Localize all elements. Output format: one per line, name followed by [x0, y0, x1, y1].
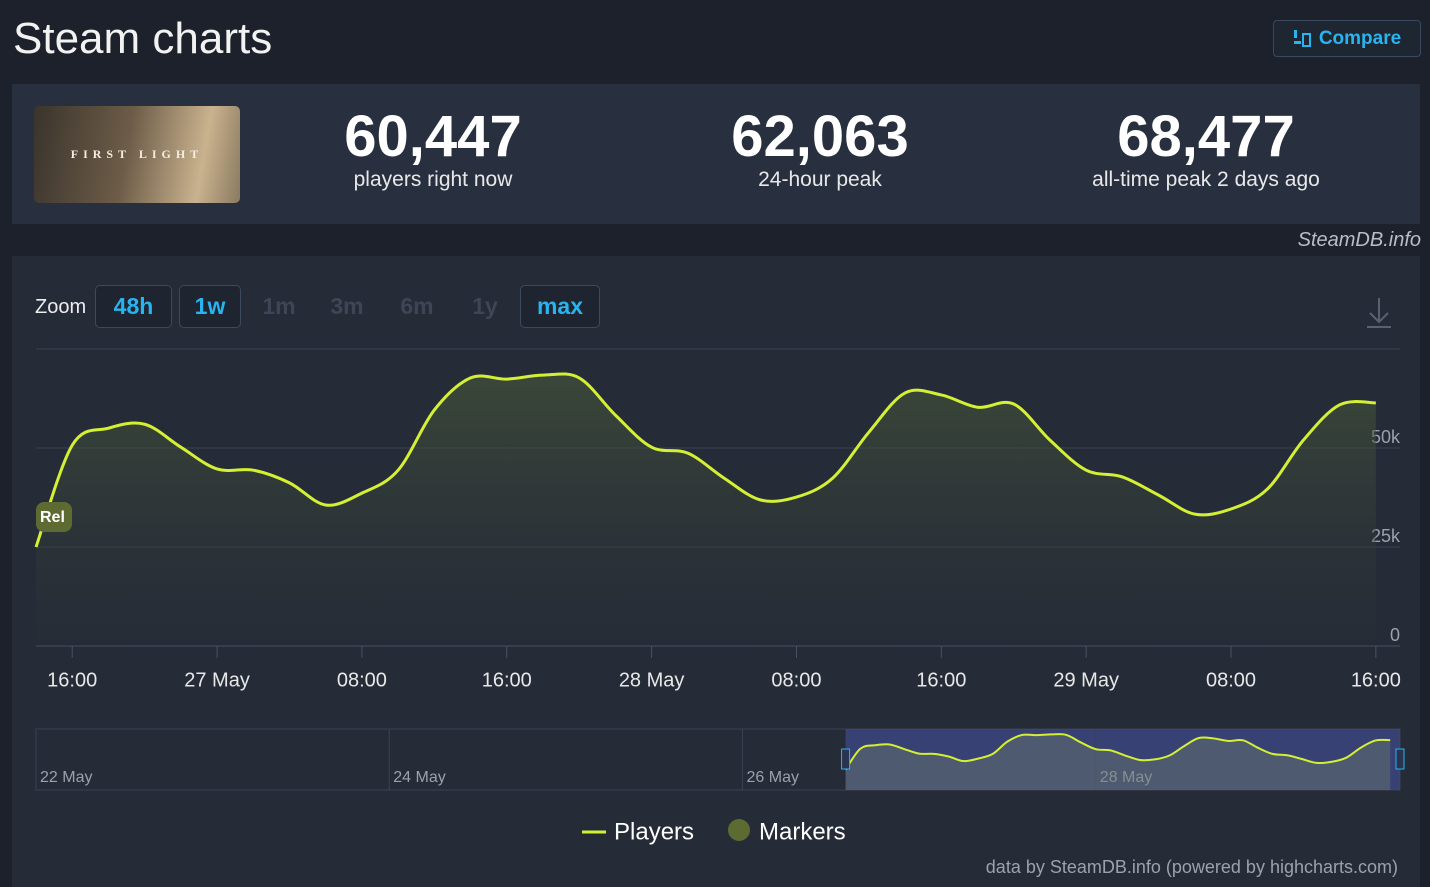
- stat-label: all-time peak 2 days ago: [1092, 168, 1320, 191]
- navigator-label: 28 May: [1100, 769, 1152, 786]
- zoom-button: 3m: [330, 293, 364, 319]
- stat-label: 24-hour peak: [758, 168, 882, 191]
- y-tick-label: 25k: [1371, 526, 1401, 546]
- x-tick-label: 16:00: [916, 669, 966, 691]
- page-title: Steam charts: [13, 14, 273, 63]
- legend-label: Players: [614, 818, 694, 845]
- compare-icon: [1293, 29, 1311, 47]
- navigator-label: 22 May: [40, 769, 92, 786]
- series-line: [34, 372, 1376, 548]
- game-image: FIRST LIGHT: [34, 106, 240, 203]
- zoom-button: 1m: [262, 293, 296, 319]
- navigator-window: [845, 729, 1400, 790]
- x-tick-label: 08:00: [337, 669, 387, 691]
- stat-value: 68,477: [1117, 104, 1295, 169]
- x-tick-label: 16:00: [1351, 669, 1401, 691]
- legend-label: Markers: [759, 818, 846, 845]
- x-tick-label: 16:00: [47, 669, 97, 691]
- stat: 68,477 all-time peak 2 days ago: [1026, 106, 1386, 192]
- download-icon[interactable]: [1367, 298, 1391, 328]
- x-tick-label: 08:00: [1206, 669, 1256, 691]
- zoom-button[interactable]: 1w: [179, 285, 241, 328]
- navigator-label: 26 May: [747, 769, 799, 786]
- annotation-label: Rel: [40, 509, 65, 526]
- y-tick-label: 0: [1390, 625, 1400, 645]
- x-tick-label: 27 May: [184, 669, 250, 691]
- x-tick-label: 29 May: [1053, 669, 1119, 691]
- zoom-button[interactable]: 48h: [95, 285, 172, 328]
- credit: SteamDB.info: [1297, 229, 1421, 251]
- area-fill: [36, 373, 1376, 646]
- stat-value: 62,063: [731, 104, 909, 169]
- navigator-handle[interactable]: [841, 748, 851, 770]
- compare-button[interactable]: Compare: [1273, 20, 1421, 57]
- zoom-button: 6m: [400, 293, 434, 319]
- annotation-marker: [36, 502, 72, 532]
- zoom-button: 1y: [472, 293, 498, 319]
- chart-footer: data by SteamDB.info (powered by highcha…: [986, 857, 1398, 877]
- zoom-label: Zoom: [35, 296, 87, 318]
- stat-value: 60,447: [344, 104, 522, 169]
- x-tick-label: 16:00: [482, 669, 532, 691]
- stats-panel: FIRST LIGHT 60,447 players right now 62,0…: [12, 84, 1420, 224]
- zoom-button[interactable]: max: [520, 285, 600, 328]
- legend-marker: [728, 819, 750, 841]
- navigator-handle[interactable]: [1395, 748, 1405, 770]
- stat: 62,063 24-hour peak: [640, 106, 1000, 192]
- navigator-label: 24 May: [393, 769, 445, 786]
- x-tick-label: 08:00: [771, 669, 821, 691]
- x-tick-label: 28 May: [619, 669, 685, 691]
- stat: 60,447 players right now: [253, 106, 613, 192]
- game-name: FIRST LIGHT: [70, 147, 204, 161]
- compare-label[interactable]: Compare: [1318, 27, 1402, 49]
- stat-label: players right now: [353, 168, 513, 191]
- navigator-area: [845, 734, 1391, 790]
- y-tick-label: 50k: [1371, 427, 1401, 447]
- navigator-line: [844, 733, 1391, 771]
